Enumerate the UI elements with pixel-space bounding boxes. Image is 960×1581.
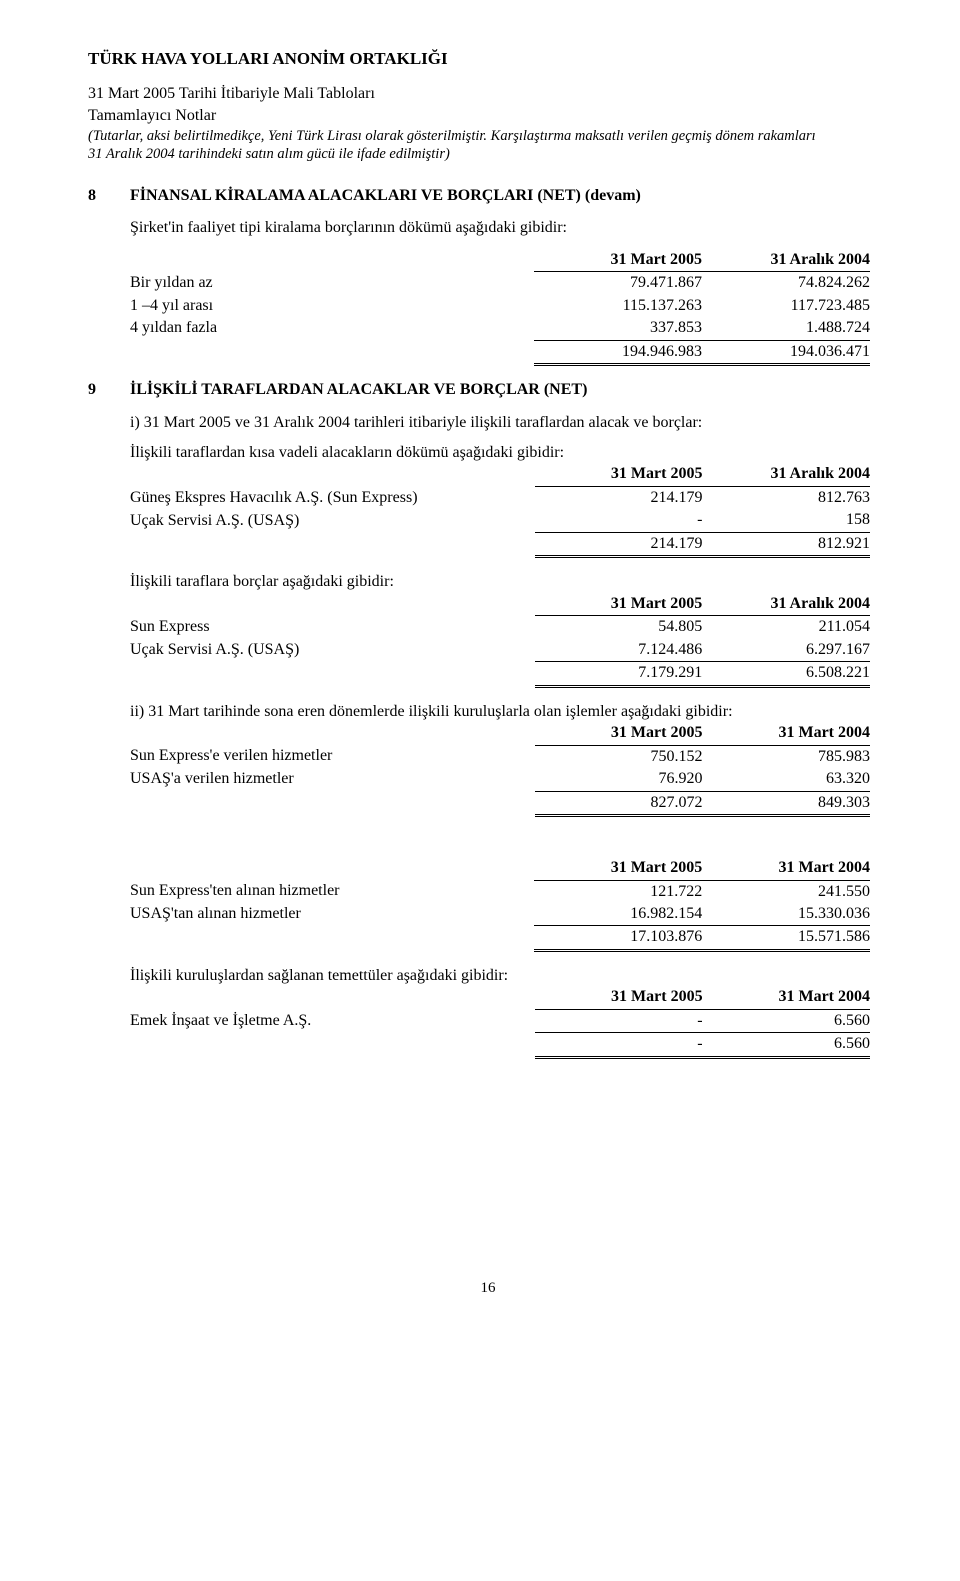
table-row: Sun Express'ten alınan hizmetler 121.722…	[130, 880, 870, 903]
t4-table: 31 Mart 2005 31 Mart 2004 Sun Express'te…	[130, 857, 870, 952]
disclaimer-line1: (Tutarlar, aksi belirtilmedikçe, Yeni Tü…	[88, 128, 816, 144]
table-row: Emek İnşaat ve İşletme A.Ş. - 6.560	[130, 1009, 870, 1032]
note-8-table: 31 Mart 2005 31 Aralık 2004 Bir yıldan a…	[130, 249, 870, 366]
note-9-header: 9 İLİŞKİLİ TARAFLARDAN ALACAKLAR VE BORÇ…	[88, 380, 888, 400]
col-header-b: 31 Aralık 2004	[702, 249, 870, 272]
table-total-row: 7.179.291 6.508.221	[130, 662, 870, 686]
t1-caption: İlişkili taraflardan kısa vadeli alacakl…	[130, 443, 888, 463]
table-row: 4 yıldan fazla 337.853 1.488.724	[130, 317, 870, 340]
t3-caption: ii) 31 Mart tarihinde sona eren dönemler…	[130, 702, 888, 722]
t2-caption: İlişkili taraflara borçlar aşağıdaki gib…	[130, 572, 888, 592]
table-row: 1 –4 yıl arası 115.137.263 117.723.485	[130, 295, 870, 317]
table-total-row: 17.103.876 15.571.586	[130, 926, 870, 950]
col-header-b: 31 Aralık 2004	[702, 593, 870, 616]
note-8-number: 8	[88, 186, 130, 206]
col-header-b: 31 Aralık 2004	[702, 463, 870, 486]
report-date-line: 31 Mart 2005 Tarihi İtibariyle Mali Tabl…	[88, 84, 888, 104]
table-total-row: - 6.560	[130, 1033, 870, 1057]
col-header-a: 31 Mart 2005	[535, 593, 703, 616]
note-8-title: FİNANSAL KİRALAMA ALACAKLARI VE BORÇLARI…	[130, 186, 641, 206]
table-row: Güneş Ekspres Havacılık A.Ş. (Sun Expres…	[130, 486, 870, 509]
note-9-title: İLİŞKİLİ TARAFLARDAN ALACAKLAR VE BORÇLA…	[130, 380, 587, 400]
col-header-b: 31 Mart 2004	[703, 986, 870, 1009]
note-9-number: 9	[88, 380, 130, 400]
disclaimer-line2: 31 Aralık 2004 tarihindeki satın alım gü…	[88, 146, 450, 162]
t5-caption: İlişkili kuruluşlardan sağlanan temettül…	[130, 966, 888, 986]
table-total-row: 194.946.983 194.036.471	[130, 340, 870, 364]
t1-table: 31 Mart 2005 31 Aralık 2004 Güneş Ekspre…	[130, 463, 870, 558]
table-total-row: 214.179 812.921	[130, 532, 870, 556]
note-9-i-intro: i) 31 Mart 2005 ve 31 Aralık 2004 tarihl…	[130, 413, 888, 433]
note-8-intro: Şirket'in faaliyet tipi kiralama borçlar…	[130, 218, 888, 238]
table-row: Sun Express'e verilen hizmetler 750.152 …	[130, 745, 870, 768]
notes-label: Tamamlayıcı Notlar	[88, 106, 888, 126]
t5-table: 31 Mart 2005 31 Mart 2004 Emek İnşaat ve…	[130, 986, 870, 1058]
table-row: Uçak Servisi A.Ş. (USAŞ) 7.124.486 6.297…	[130, 639, 870, 662]
table-row: USAŞ'a verilen hizmetler 76.920 63.320	[130, 768, 870, 791]
page-number: 16	[88, 1279, 888, 1298]
col-header-a: 31 Mart 2005	[535, 722, 703, 745]
t3-table: 31 Mart 2005 31 Mart 2004 Sun Express'e …	[130, 722, 870, 817]
table-row: Sun Express 54.805 211.054	[130, 616, 870, 639]
note-8-header: 8 FİNANSAL KİRALAMA ALACAKLARI VE BORÇLA…	[88, 186, 888, 206]
col-header-a: 31 Mart 2005	[535, 986, 702, 1009]
col-header-a: 31 Mart 2005	[534, 857, 702, 880]
company-name: TÜRK HAVA YOLLARI ANONİM ORTAKLIĞI	[88, 48, 888, 70]
col-header-a: 31 Mart 2005	[535, 463, 703, 486]
table-row: Bir yıldan az 79.471.867 74.824.262	[130, 272, 870, 295]
col-header-b: 31 Mart 2004	[702, 857, 870, 880]
table-total-row: 827.072 849.303	[130, 791, 870, 815]
col-header-b: 31 Mart 2004	[702, 722, 870, 745]
table-row: USAŞ'tan alınan hizmetler 16.982.154 15.…	[130, 903, 870, 926]
disclaimer-text: (Tutarlar, aksi belirtilmedikçe, Yeni Tü…	[88, 127, 888, 164]
col-header-a: 31 Mart 2005	[534, 249, 702, 272]
table-row: Uçak Servisi A.Ş. (USAŞ) - 158	[130, 509, 870, 532]
t2-table: 31 Mart 2005 31 Aralık 2004 Sun Express …	[130, 593, 870, 688]
